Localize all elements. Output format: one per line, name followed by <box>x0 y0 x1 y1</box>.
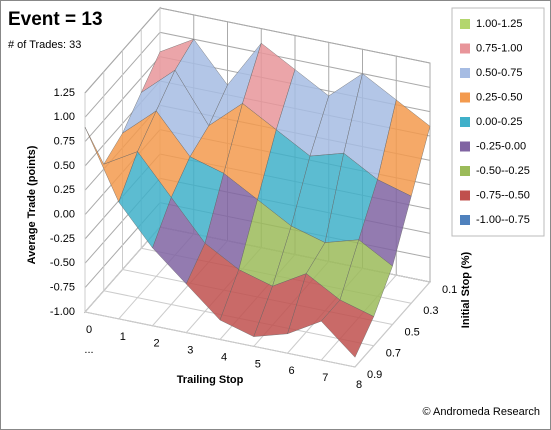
x-tick-label: 8 <box>356 379 362 391</box>
legend-swatch <box>460 190 470 201</box>
floor-grid-line <box>84 311 356 368</box>
z-tick-label: -0.75 <box>50 282 75 294</box>
surface-patch <box>320 299 375 358</box>
z-axis-title: Average Trade (points) <box>26 145 38 264</box>
z-tick-label: -0.25 <box>50 233 75 245</box>
z-tick-label: 0.75 <box>54 136 75 148</box>
legend-label: 0.50-0.75 <box>476 67 522 79</box>
x-axis-title: Trailing Stop <box>177 374 244 386</box>
y-axis-title: Initial Stop (%) <box>460 251 472 328</box>
legend-swatch <box>460 68 470 78</box>
x-tick-label: 3 <box>187 345 193 357</box>
z-tick-label: 0.00 <box>54 209 75 221</box>
chart-title: Event = 13 <box>8 9 103 30</box>
chart-subtitle: # of Trades: 33 <box>8 39 81 51</box>
y-tick-label: 0.3 <box>423 305 438 317</box>
legend-swatch <box>460 43 470 54</box>
z-tick-label: -1.00 <box>50 306 75 318</box>
legend-label: 0.00-0.25 <box>476 116 522 128</box>
y-tick-label: 0.1 <box>442 284 457 296</box>
y-tick-label: 0.5 <box>405 326 420 338</box>
x-tick-label: 5 <box>255 358 261 370</box>
legend-swatch <box>460 141 470 152</box>
x-tick-label: 2 <box>153 338 159 350</box>
x-tick-label: 0 <box>86 324 92 336</box>
z-tick-label: 1.00 <box>54 111 75 123</box>
legend-label: -0.75--0.50 <box>476 189 530 201</box>
legend-label: -0.25-0.00 <box>476 140 526 152</box>
legend-label: -0.50--0.25 <box>476 165 530 177</box>
legend-label: 0.75-1.00 <box>476 42 522 54</box>
x-overflow-label: ... <box>84 344 93 356</box>
z-tick-label: 0.50 <box>54 160 75 172</box>
legend-swatch <box>460 92 470 103</box>
x-tick-label: 1 <box>120 331 126 343</box>
z-tick-label: -0.50 <box>50 257 75 269</box>
legend-swatch <box>460 166 470 176</box>
footer: © Andromeda Research <box>422 406 540 418</box>
y-tick-label: 0.7 <box>386 348 401 360</box>
legend-swatch <box>460 117 470 127</box>
y-tick-label: 0.9 <box>367 369 382 381</box>
legend-swatch <box>460 19 470 29</box>
legend-swatch <box>460 215 470 225</box>
x-tick-label: 4 <box>221 351 227 363</box>
x-tick-label: 6 <box>288 365 294 377</box>
legend-label: -1.00--0.75 <box>476 214 530 226</box>
x-tick-label: 7 <box>322 372 328 384</box>
z-tick-label: 1.25 <box>54 87 75 99</box>
z-tick-label: 0.25 <box>54 184 75 196</box>
legend-label: 1.00-1.25 <box>476 18 522 30</box>
legend-label: 0.25-0.50 <box>476 91 522 103</box>
